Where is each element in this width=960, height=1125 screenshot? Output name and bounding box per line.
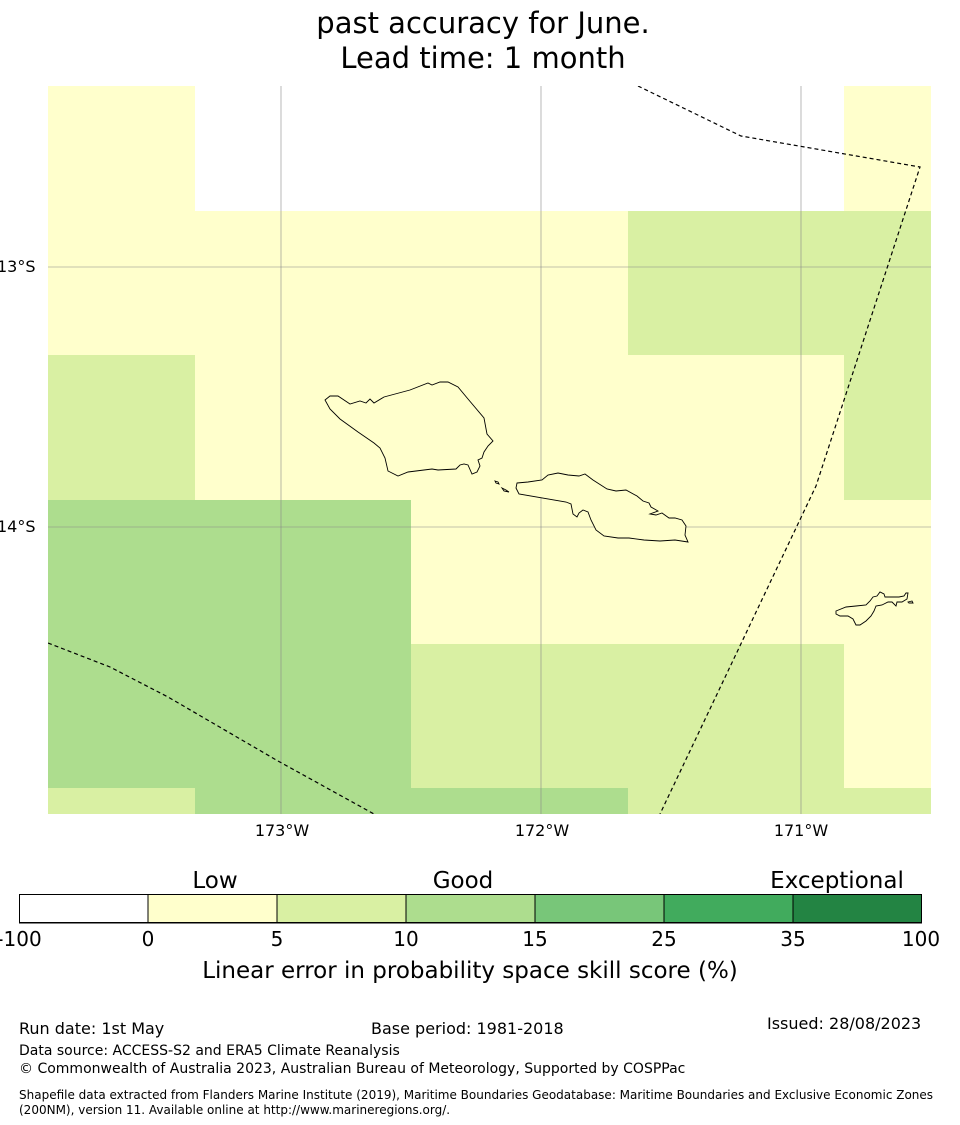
grid-cell-good (411, 644, 844, 788)
legend-category-exceptional: Exceptional (770, 868, 904, 894)
tutuila-island (835, 591, 909, 626)
colorbar-segment (792, 894, 922, 924)
issued-date: Issued: 28/08/2023 (767, 1014, 922, 1033)
colorbar-tick-label: 5 (270, 927, 284, 951)
legend-category-low: Low (192, 868, 238, 894)
grid-cell-good (844, 355, 931, 500)
grid-cell-low (628, 355, 844, 500)
colorbar-title: Linear error in probability space skill … (202, 958, 738, 984)
lon-label-172w: 172°W (514, 821, 570, 840)
grid-cell-good (48, 788, 195, 814)
lat-label-14s: 14°S (0, 517, 36, 536)
colorbar-tick-label: 10 (393, 927, 419, 951)
colorbar-segments (19, 894, 922, 924)
graticule (48, 86, 931, 814)
manono-island (494, 480, 500, 485)
grid-cell-good (628, 788, 931, 814)
grid-cell-low (844, 86, 931, 211)
run-date: Run date: 1st May (19, 1019, 165, 1038)
colorbar-tick-label: 100 (901, 927, 941, 951)
shapefile-credit-line-2: (200NM), version 11. Available online at… (19, 1103, 451, 1117)
colorbar-segment (19, 894, 149, 924)
base-period: Base period: 1981-2018 (371, 1019, 564, 1038)
skill-grid-cells (48, 86, 931, 814)
colorbar-segment (405, 894, 536, 924)
grid-cell-low (844, 500, 931, 788)
colorbar-tick-label: 25 (651, 927, 677, 951)
colorbar-tick-label: 15 (522, 927, 548, 951)
colorbar-segment (534, 894, 665, 924)
aunuu-island (907, 600, 914, 604)
shapefile-credit-line-1: Shapefile data extracted from Flanders M… (19, 1088, 934, 1102)
islands (324, 381, 914, 626)
lon-label-173w: 173°W (254, 821, 310, 840)
eez-boundary-southwest (48, 642, 375, 814)
map-title-line-2: Lead time: 1 month (340, 41, 626, 75)
colorbar-tick-label: -100 (0, 927, 42, 951)
grid-cell-high (48, 500, 411, 788)
eez-boundaries (48, 86, 921, 814)
colorbar-segment (147, 894, 278, 924)
lon-label-171w: 171°W (773, 821, 829, 840)
grid-cell-low (48, 86, 195, 355)
colorbar-tick-label: 35 (780, 927, 806, 951)
colorbar-frame (19, 894, 922, 923)
colorbar-segment (663, 894, 794, 924)
grid-cell-high (195, 788, 411, 814)
savaii-island (324, 381, 494, 477)
grid-cell-good (628, 211, 931, 355)
copyright-notice: © Commonwealth of Australia 2023, Austra… (19, 1061, 686, 1077)
colorbar-segment (276, 894, 407, 924)
colorbar (19, 894, 922, 924)
grid-cell-good (48, 355, 195, 500)
grid-cell-high (411, 788, 628, 814)
lat-label-13s: 13°S (0, 257, 36, 276)
eez-boundary-east (637, 86, 921, 814)
map-title-line-1: past accuracy for June. (316, 6, 650, 40)
skill-map (48, 86, 931, 814)
upolu-island (515, 472, 689, 543)
apolima-island (500, 486, 510, 493)
legend-category-good: Good (432, 868, 494, 894)
colorbar-tick-label: 0 (141, 927, 155, 951)
data-source: Data source: ACCESS-S2 and ERA5 Climate … (19, 1043, 400, 1059)
